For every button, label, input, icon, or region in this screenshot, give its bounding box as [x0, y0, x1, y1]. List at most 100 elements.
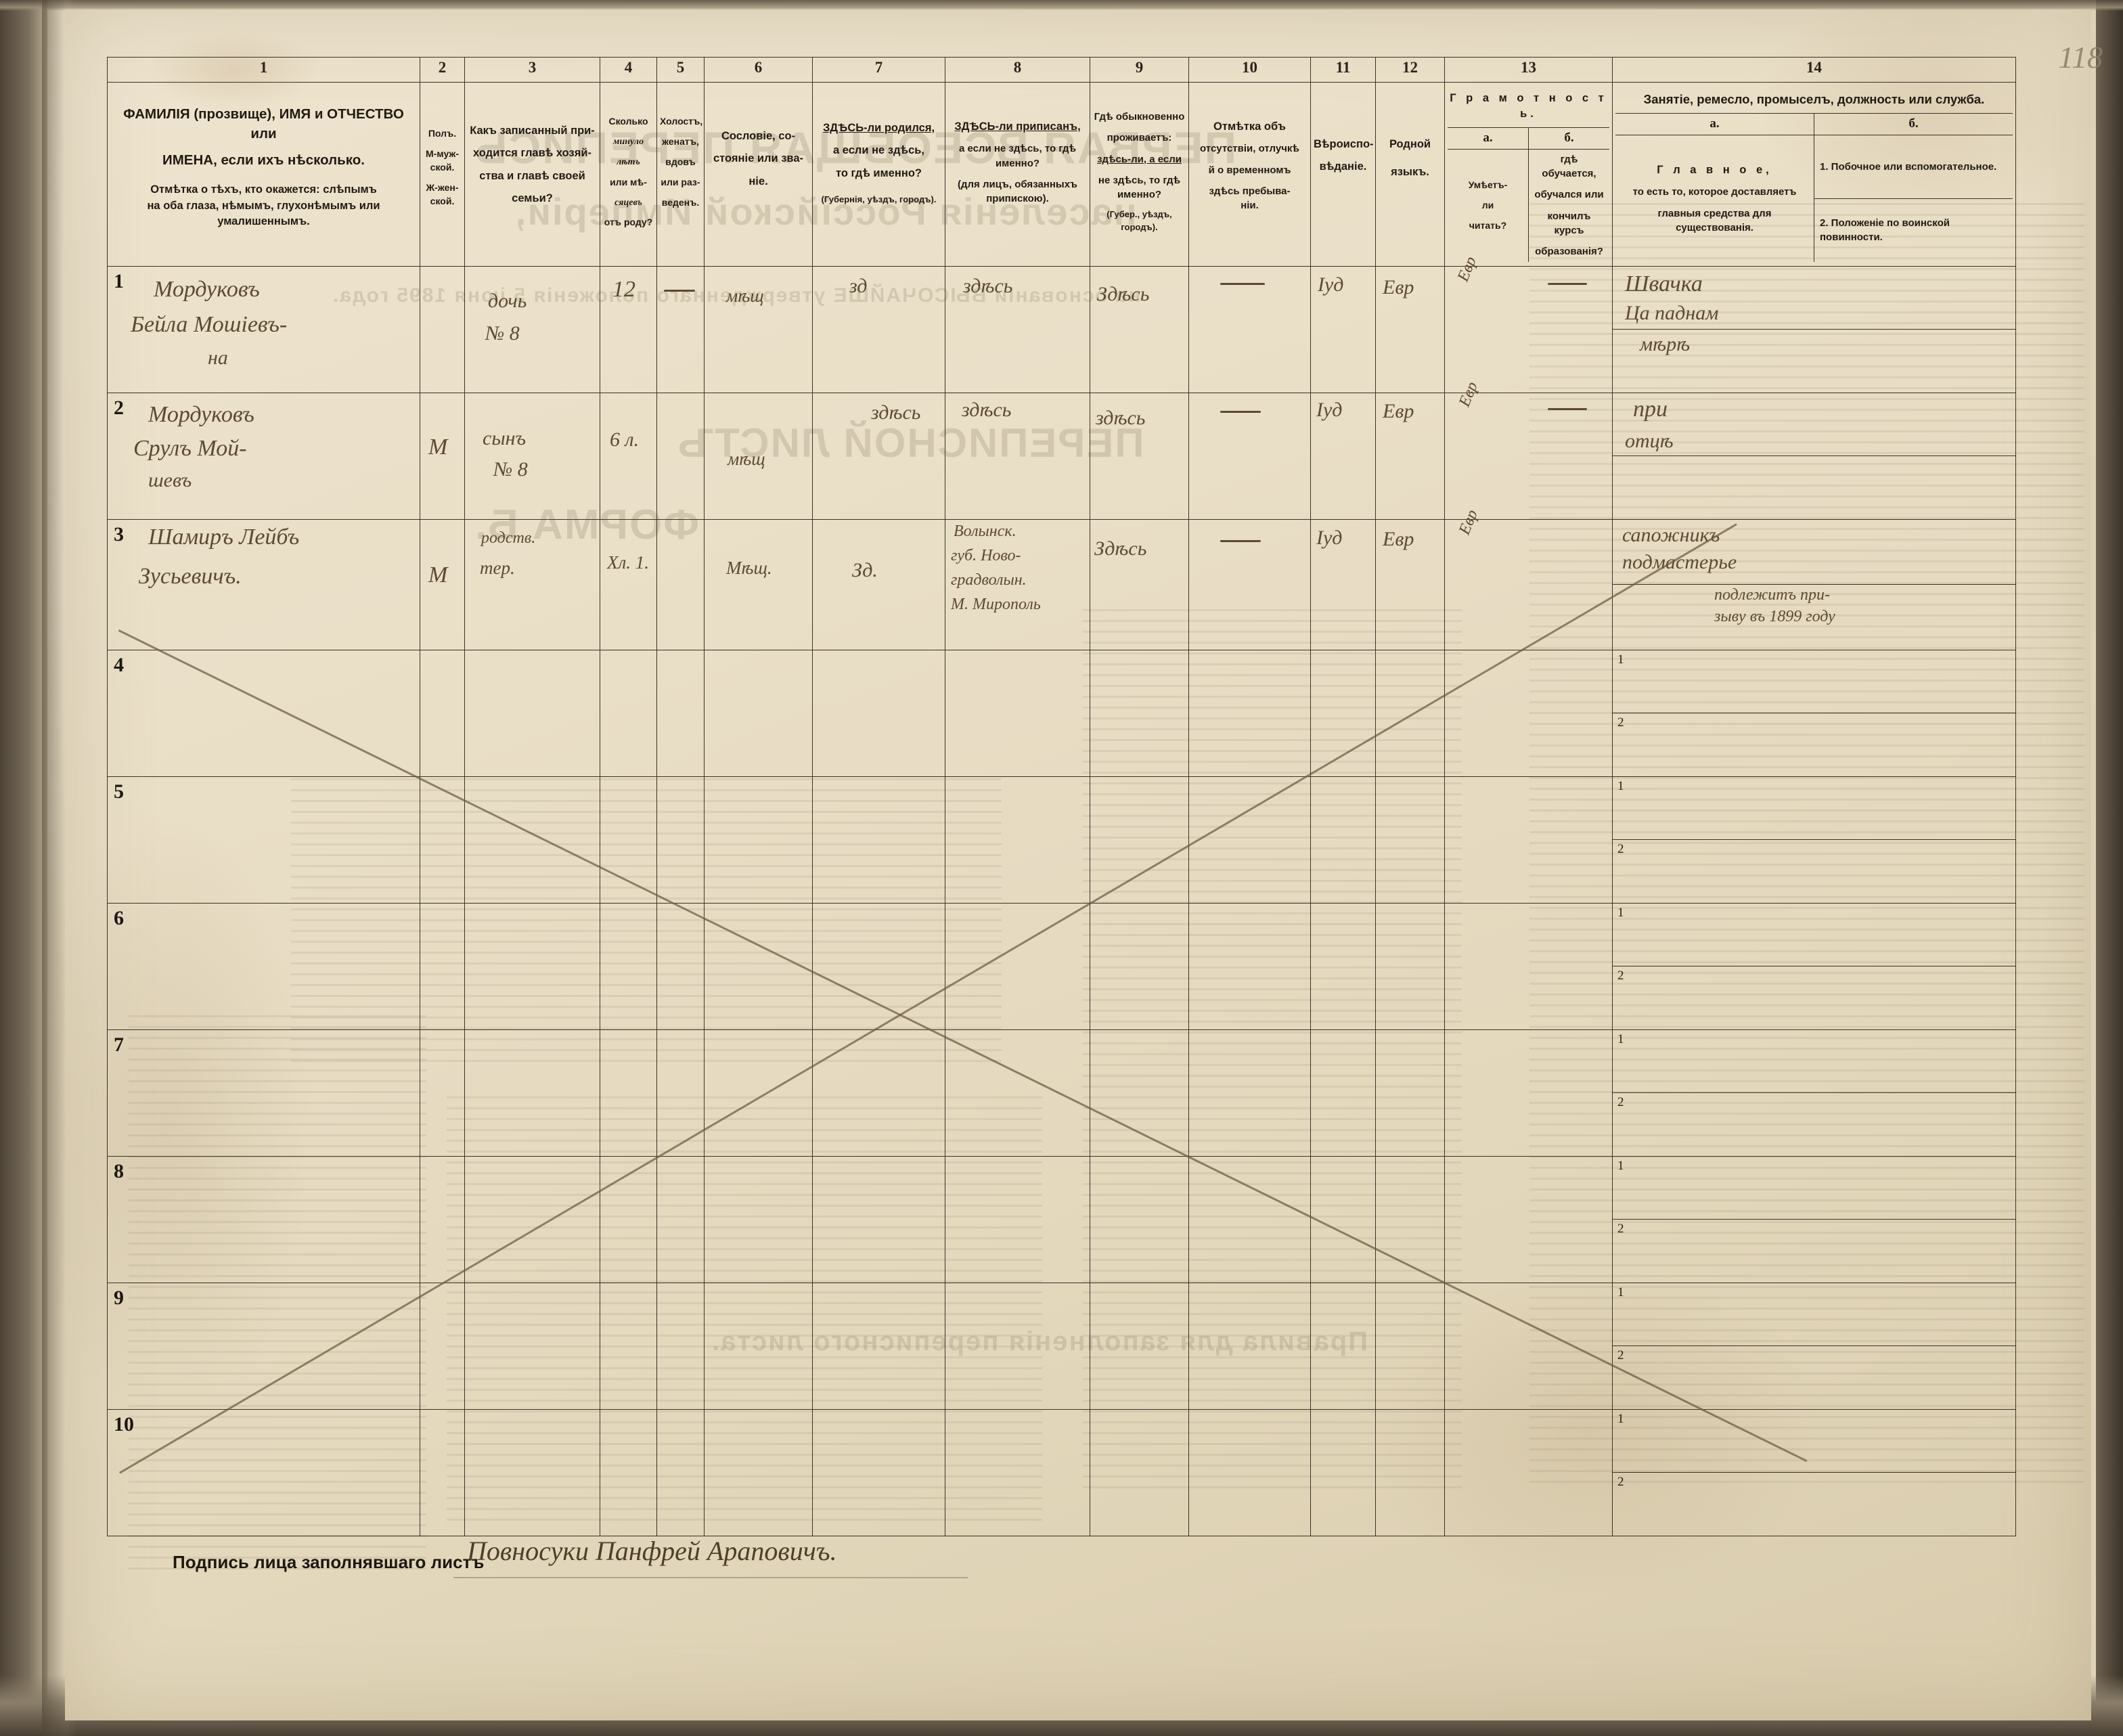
- cell-occupation[interactable]: Швачка Ца паднам мѣрѣ: [1612, 265, 2016, 393]
- cell-religion[interactable]: [1310, 1408, 1376, 1536]
- cell-language[interactable]: [1375, 1029, 1445, 1157]
- cell-sex[interactable]: [420, 902, 465, 1030]
- cell-age[interactable]: [600, 1029, 657, 1157]
- cell-literacy[interactable]: [1444, 1408, 1613, 1536]
- cell-absence[interactable]: [1188, 265, 1311, 393]
- cell-literacy[interactable]: [1444, 776, 1613, 904]
- cell-name[interactable]: 10: [107, 1408, 420, 1536]
- cell-absence[interactable]: [1188, 1282, 1311, 1410]
- occupation-side[interactable]: 2: [1613, 966, 2015, 1029]
- cell-name[interactable]: 6: [107, 902, 420, 1030]
- cell-age[interactable]: 6 л.: [600, 392, 657, 520]
- cell-registered[interactable]: Волынск. губ. Ново- градволын. М. Миропо…: [945, 518, 1090, 650]
- occupation-main[interactable]: при отцѣ: [1613, 393, 2015, 456]
- cell-religion[interactable]: [1310, 1029, 1376, 1157]
- cell-birth[interactable]: [812, 776, 945, 904]
- cell-language[interactable]: Евр: [1375, 265, 1445, 393]
- cell-sex[interactable]: М: [420, 518, 465, 650]
- occupation-side[interactable]: [1613, 455, 2015, 519]
- cell-absence[interactable]: [1188, 776, 1311, 904]
- cell-literacy[interactable]: [1444, 1282, 1613, 1410]
- cell-absence[interactable]: [1188, 518, 1311, 650]
- cell-residence[interactable]: [1090, 776, 1189, 904]
- cell-literacy[interactable]: Евр: [1444, 507, 1613, 650]
- cell-religion[interactable]: [1310, 902, 1376, 1030]
- cell-literacy[interactable]: Евр: [1444, 379, 1613, 520]
- occupation-main[interactable]: 1: [1617, 652, 1624, 667]
- cell-marital[interactable]: [656, 1408, 705, 1536]
- occupation-side[interactable]: 2: [1613, 839, 2015, 903]
- cell-registered[interactable]: [945, 1029, 1090, 1157]
- cell-religion[interactable]: [1310, 649, 1376, 777]
- cell-estate[interactable]: [704, 1282, 813, 1410]
- cell-age[interactable]: [600, 1282, 657, 1410]
- cell-residence[interactable]: [1090, 649, 1189, 777]
- cell-age[interactable]: [600, 776, 657, 904]
- cell-residence[interactable]: [1090, 902, 1189, 1030]
- table-row[interactable]: 3 Шамиръ Лейбъ Зусьевичъ. М родств. тер.…: [107, 507, 2016, 650]
- cell-marital[interactable]: [656, 518, 705, 650]
- cell-registered[interactable]: [945, 776, 1090, 904]
- cell-residence[interactable]: [1090, 1408, 1189, 1536]
- cell-registered[interactable]: здѣсь: [945, 265, 1090, 393]
- occupation-main[interactable]: 1: [1617, 1031, 1624, 1046]
- cell-registered[interactable]: [945, 902, 1090, 1030]
- cell-age[interactable]: Хл. 1.: [600, 518, 657, 650]
- cell-absence[interactable]: [1188, 1155, 1311, 1283]
- cell-literacy[interactable]: [1444, 1155, 1613, 1283]
- cell-occupation[interactable]: сапожникъ подмастерье подлежитъ при- зыв…: [1612, 518, 2016, 650]
- cell-religion[interactable]: [1310, 776, 1376, 904]
- cell-age[interactable]: 12: [600, 265, 657, 393]
- cell-language[interactable]: [1375, 902, 1445, 1030]
- cell-registered[interactable]: здѣсь: [945, 392, 1090, 520]
- cell-estate[interactable]: [704, 776, 813, 904]
- cell-age[interactable]: [600, 1408, 657, 1536]
- occupation-side[interactable]: 2: [1613, 713, 2015, 776]
- cell-marital[interactable]: [656, 1282, 705, 1410]
- occupation-side[interactable]: подлежитъ при- зыву въ 1899 году: [1613, 584, 2015, 650]
- occupation-side[interactable]: [1613, 329, 2015, 393]
- cell-birth[interactable]: [812, 1282, 945, 1410]
- cell-estate[interactable]: [704, 1155, 813, 1283]
- cell-marital[interactable]: [656, 265, 705, 393]
- occupation-side[interactable]: 2: [1613, 1345, 2015, 1409]
- cell-estate[interactable]: Мѣщ.: [704, 518, 813, 650]
- cell-age[interactable]: [600, 1155, 657, 1283]
- cell-birth[interactable]: [812, 1155, 945, 1283]
- cell-marital[interactable]: [656, 776, 705, 904]
- cell-registered[interactable]: [945, 1155, 1090, 1283]
- cell-registered[interactable]: [945, 1282, 1090, 1410]
- cell-language[interactable]: Евр: [1375, 518, 1445, 650]
- cell-language[interactable]: [1375, 649, 1445, 777]
- cell-literacy[interactable]: [1444, 902, 1613, 1030]
- cell-absence[interactable]: [1188, 1029, 1311, 1157]
- cell-relation[interactable]: [464, 1029, 600, 1157]
- table-row[interactable]: 2 Мордуковъ Срулъ Мой- шевъ М сынъ № 8 6…: [107, 379, 2016, 520]
- cell-religion[interactable]: Іуд: [1310, 518, 1376, 650]
- occupation-side[interactable]: 2: [1613, 1092, 2015, 1156]
- cell-sex[interactable]: [420, 776, 465, 904]
- cell-residence[interactable]: [1090, 1155, 1189, 1283]
- occupation-side[interactable]: 2: [1613, 1472, 2015, 1536]
- cell-absence[interactable]: [1188, 392, 1311, 520]
- cell-birth[interactable]: здѣсь: [812, 392, 945, 520]
- cell-estate[interactable]: [704, 1029, 813, 1157]
- cell-sex[interactable]: [420, 1155, 465, 1283]
- cell-relation[interactable]: дочь № 8: [464, 265, 600, 393]
- cell-sex[interactable]: [420, 1282, 465, 1410]
- cell-birth[interactable]: Зд.: [812, 518, 945, 650]
- cell-sex[interactable]: [420, 649, 465, 777]
- cell-name[interactable]: 4: [107, 649, 420, 777]
- cell-language[interactable]: [1375, 1282, 1445, 1410]
- cell-birth[interactable]: [812, 649, 945, 777]
- cell-relation[interactable]: [464, 1155, 600, 1283]
- cell-birth[interactable]: [812, 1029, 945, 1157]
- occupation-main[interactable]: Швачка Ца паднам мѣрѣ: [1613, 267, 2015, 355]
- cell-occupation[interactable]: при отцѣ: [1612, 392, 2016, 520]
- cell-marital[interactable]: [656, 392, 705, 520]
